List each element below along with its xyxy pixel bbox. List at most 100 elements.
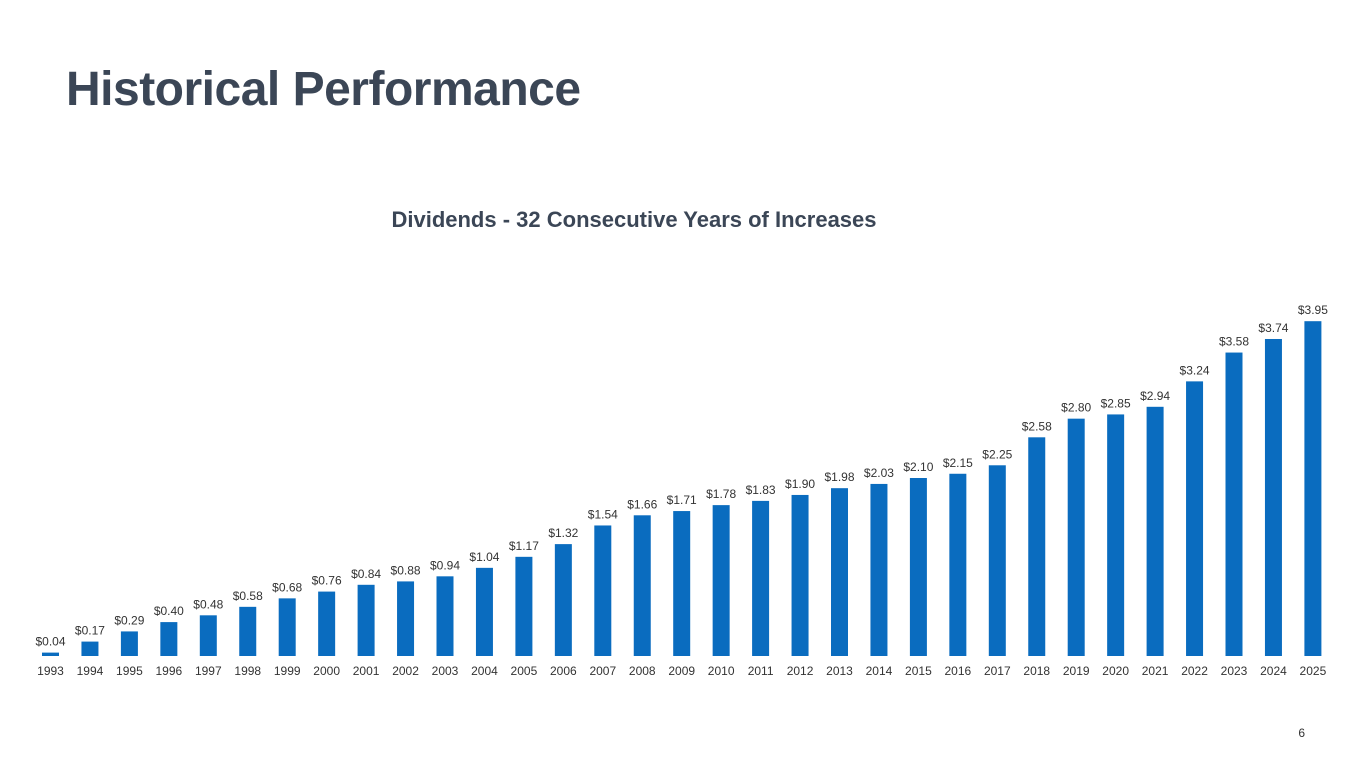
value-label-2017: $2.25 — [982, 447, 1012, 461]
page-number: 6 — [1298, 726, 1305, 740]
bar-1997 — [200, 615, 217, 656]
bar-2015 — [910, 478, 927, 656]
bar-2024 — [1265, 339, 1282, 656]
value-label-2005: $1.17 — [509, 539, 539, 553]
bar-2012 — [792, 495, 809, 656]
x-tick-label-2003: 2003 — [432, 664, 459, 678]
value-label-2015: $2.10 — [903, 460, 933, 474]
x-tick-label-1995: 1995 — [116, 664, 143, 678]
x-tick-label-2008: 2008 — [629, 664, 656, 678]
x-tick-label-1996: 1996 — [155, 664, 182, 678]
value-label-2008: $1.66 — [627, 497, 657, 511]
bar-2022 — [1186, 381, 1203, 656]
x-tick-label-2024: 2024 — [1260, 664, 1287, 678]
x-tick-label-2001: 2001 — [353, 664, 380, 678]
value-label-2018: $2.58 — [1022, 419, 1052, 433]
dividend-bar-chart: $0.04$0.17$0.29$0.40 $0.48$0.58$0.68 $0.76… — [0, 0, 1365, 768]
x-tick-label-2016: 2016 — [944, 664, 971, 678]
bar-1999 — [279, 598, 296, 656]
bar-2016 — [949, 474, 966, 656]
bar-2007 — [594, 525, 611, 656]
x-tick-label-1997: 1997 — [195, 664, 222, 678]
value-label-2013: $1.98 — [824, 470, 854, 484]
value-label-2012: $1.90 — [785, 477, 815, 491]
x-tick-label-2025: 2025 — [1300, 664, 1327, 678]
bar-2014 — [870, 484, 887, 656]
value-label-1993: $0.04 — [35, 635, 65, 649]
value-label-2007: $1.54 — [588, 507, 618, 521]
value-label-2014: $2.03 — [864, 466, 894, 480]
bar-2006 — [555, 544, 572, 656]
value-label-1999: $0.68 — [272, 580, 302, 594]
value-label-1995: $0.29 — [114, 613, 144, 627]
x-tick-label-2002: 2002 — [392, 664, 419, 678]
bar-1996 — [160, 622, 177, 656]
x-tick-label-2013: 2013 — [826, 664, 853, 678]
bar-2011 — [752, 501, 769, 656]
x-tick-label-2015: 2015 — [905, 664, 932, 678]
bar-1995 — [121, 631, 138, 656]
value-label-2024: $3.74 — [1258, 321, 1288, 335]
bar-1994 — [81, 642, 98, 656]
x-tick-label-2020: 2020 — [1102, 664, 1129, 678]
bar-2001 — [358, 585, 375, 656]
value-label-1994: $0.17 — [75, 624, 105, 638]
bar-2023 — [1226, 353, 1243, 656]
value-label-2023: $3.58 — [1219, 335, 1249, 349]
x-tick-label-2018: 2018 — [1023, 664, 1050, 678]
x-tick-label-2014: 2014 — [866, 664, 893, 678]
bar-2002 — [397, 581, 414, 656]
value-label-2019: $2.80 — [1061, 401, 1091, 415]
value-label-2022: $3.24 — [1180, 363, 1210, 377]
bar-1998 — [239, 607, 256, 656]
x-tick-label-2010: 2010 — [708, 664, 735, 678]
value-label-2025: $3.95 — [1298, 303, 1328, 317]
bar-2020 — [1107, 414, 1124, 656]
bar-2021 — [1147, 407, 1164, 656]
bar-2008 — [634, 515, 651, 656]
x-tick-label-2007: 2007 — [589, 664, 616, 678]
x-tick-label-2000: 2000 — [313, 664, 340, 678]
value-label-2004: $1.04 — [469, 550, 499, 564]
x-tick-label-2006: 2006 — [550, 664, 577, 678]
value-label-2011: $1.83 — [746, 483, 776, 497]
value-label-2009: $1.71 — [667, 493, 697, 507]
x-tick-label-2022: 2022 — [1181, 664, 1208, 678]
x-tick-label-2017: 2017 — [984, 664, 1011, 678]
bar-2003 — [437, 576, 454, 656]
value-label-2021: $2.94 — [1140, 389, 1170, 403]
x-tick-label-2019: 2019 — [1063, 664, 1090, 678]
value-label-1997: $0.48 — [193, 597, 223, 611]
bar-2010 — [713, 505, 730, 656]
x-tick-label-1999: 1999 — [274, 664, 301, 678]
x-tick-label-2009: 2009 — [668, 664, 695, 678]
x-tick-label-1993: 1993 — [37, 664, 64, 678]
bar-2004 — [476, 568, 493, 656]
bar-2009 — [673, 511, 690, 656]
x-tick-label-2005: 2005 — [511, 664, 538, 678]
value-label-2002: $0.88 — [391, 563, 421, 577]
bars-group — [42, 321, 1321, 656]
value-label-2010: $1.78 — [706, 487, 736, 501]
x-tick-labels-group: 1993 1994 1995 1996 1997 1998 1999 2000 2001 2002… — [37, 664, 1326, 678]
value-label-1996: $0.40 — [154, 604, 184, 618]
value-label-2016: $2.15 — [943, 456, 973, 470]
value-label-2003: $0.94 — [430, 558, 460, 572]
value-label-2001: $0.84 — [351, 567, 381, 581]
bar-2017 — [989, 465, 1006, 656]
x-tick-label-1994: 1994 — [77, 664, 104, 678]
bar-2005 — [515, 557, 532, 656]
x-tick-label-2004: 2004 — [471, 664, 498, 678]
bar-1993 — [42, 653, 59, 656]
x-tick-label-2011: 2011 — [748, 664, 774, 678]
bar-2025 — [1304, 321, 1321, 656]
value-label-1998: $0.58 — [233, 589, 263, 603]
x-tick-label-2023: 2023 — [1221, 664, 1248, 678]
bar-2013 — [831, 488, 848, 656]
bar-2019 — [1068, 419, 1085, 656]
value-label-2020: $2.85 — [1101, 396, 1131, 410]
x-tick-label-2012: 2012 — [787, 664, 814, 678]
bar-2000 — [318, 592, 335, 656]
bar-2018 — [1028, 437, 1045, 656]
x-tick-label-2021: 2021 — [1142, 664, 1169, 678]
